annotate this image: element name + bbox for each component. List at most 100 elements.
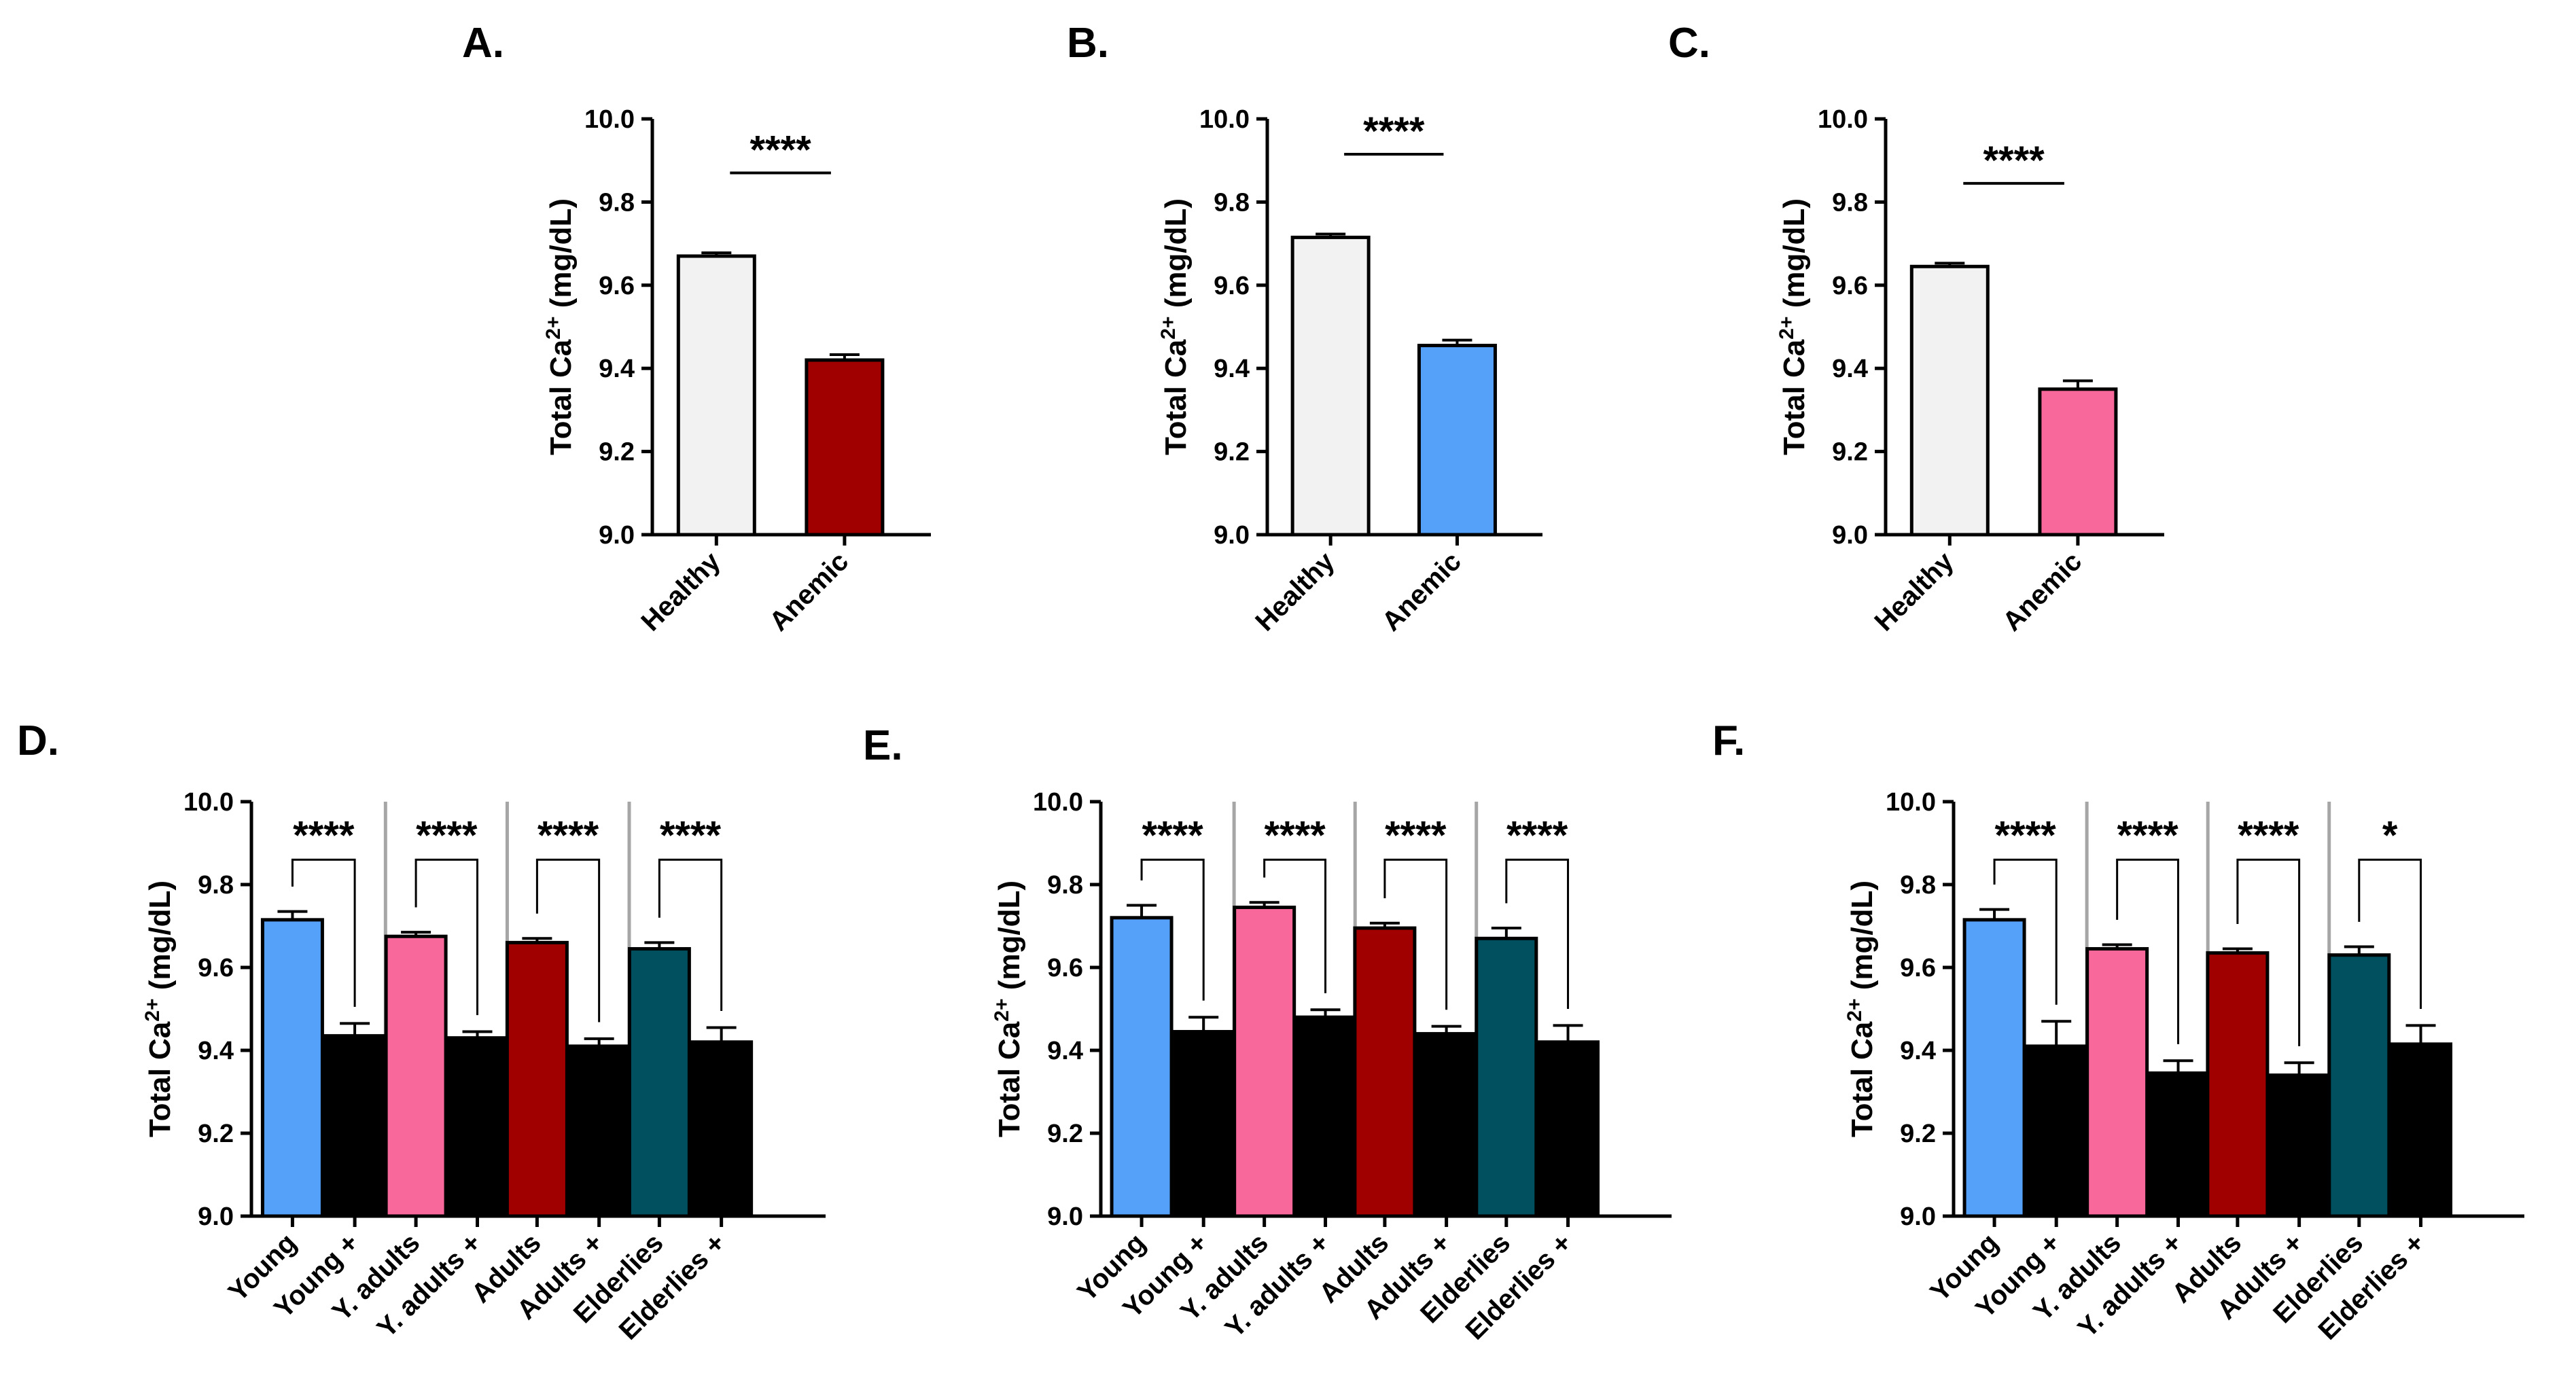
panel-letter-f: F. <box>1712 717 1746 764</box>
bar-7 <box>1536 1040 1600 1218</box>
significance-bracket <box>535 858 601 1022</box>
bar-0 <box>1962 918 2026 1218</box>
bar-0 <box>260 918 324 1218</box>
significance-bracket <box>1140 858 1205 1001</box>
y-tick-label: 9.2 <box>599 438 635 467</box>
y-tick-label: 9.8 <box>599 188 635 217</box>
significance-bracket <box>1505 858 1570 1009</box>
significance-bracket <box>1993 858 2058 1005</box>
y-tick-label: 9.6 <box>1832 272 1868 300</box>
y-tick-label: 10.0 <box>1199 105 1250 134</box>
y-tick-label: 9.8 <box>1900 871 1936 900</box>
x-tick-label: Anemic <box>764 546 854 637</box>
significance-bracket <box>658 858 723 1012</box>
bar-3 <box>446 1036 510 1218</box>
y-tick-label: 9.4 <box>1214 355 1250 383</box>
bar-5 <box>1415 1032 1479 1218</box>
significance-bracket <box>2116 858 2180 1044</box>
bar-0 <box>1909 264 1990 537</box>
significance-label: **** <box>2117 813 2178 857</box>
y-tick-label: 10.0 <box>183 788 234 817</box>
chart-panel-b: 9.0 9.2 9.4 9.6 9.8 10.0 Healthy Anemic Total Ca… <box>1157 105 1542 637</box>
significance-label: **** <box>1142 813 1203 857</box>
bar-7 <box>2389 1042 2453 1218</box>
bar-1 <box>323 1034 387 1218</box>
y-tick-label: 9.0 <box>1047 1203 1083 1231</box>
y-axis-label: Total Ca2+ (mg/dL) <box>991 880 1026 1137</box>
y-tick-label: 9.4 <box>198 1037 234 1065</box>
y-axis-label: Total Ca2+ (mg/dL) <box>1776 198 1811 455</box>
bar-5 <box>2268 1073 2331 1218</box>
y-tick-label: 9.6 <box>1047 954 1083 982</box>
bar-4 <box>2206 951 2270 1218</box>
bar-4 <box>505 940 569 1218</box>
significance-label: **** <box>416 813 478 857</box>
bar-2 <box>384 934 448 1218</box>
significance-label: **** <box>1506 813 1568 857</box>
y-tick-label: 9.0 <box>599 521 635 550</box>
y-tick-label: 9.2 <box>1214 438 1250 467</box>
y-tick-label: 9.6 <box>198 954 234 982</box>
significance-bracket <box>1383 858 1448 1010</box>
significance-label: **** <box>537 813 599 857</box>
y-axis-label: Total Ca2+ (mg/dL) <box>1157 198 1193 455</box>
significance-label: **** <box>1994 813 2056 857</box>
y-tick-label: 10.0 <box>1886 788 1936 817</box>
significance-bracket <box>1263 858 1327 993</box>
bar-6 <box>1475 936 1538 1218</box>
significance-bracket <box>414 858 479 1016</box>
significance-label: **** <box>660 813 722 857</box>
y-tick-label: 10.0 <box>584 105 635 134</box>
significance-label: **** <box>749 128 811 173</box>
x-tick-label: Healthy <box>635 546 726 637</box>
y-tick-label: 9.8 <box>1214 188 1250 217</box>
chart-panel-a: 9.0 9.2 9.4 9.6 9.8 10.0 Healthy Anemic Total Ca… <box>542 105 931 637</box>
significance-label: **** <box>1385 813 1447 857</box>
panel-letter-c: C. <box>1668 20 1710 67</box>
bar-1 <box>1417 344 1497 537</box>
bar-0 <box>676 254 756 537</box>
significance-label: **** <box>293 813 355 857</box>
panel-letter-e: E. <box>863 722 903 769</box>
x-tick-label: Anemic <box>1997 546 2087 637</box>
y-tick-label: 9.4 <box>1047 1037 1083 1065</box>
y-tick-label: 9.2 <box>1047 1120 1083 1148</box>
y-tick-label: 9.4 <box>1900 1037 1936 1065</box>
y-tick-label: 9.8 <box>1047 871 1083 900</box>
y-axis-label: Total Ca2+ (mg/dL) <box>1843 880 1879 1137</box>
significance-label: **** <box>1264 813 1326 857</box>
bar-1 <box>2038 387 2118 537</box>
bar-4 <box>1353 926 1417 1218</box>
y-tick-label: 9.4 <box>599 355 635 383</box>
y-tick-label: 9.2 <box>198 1120 234 1148</box>
y-tick-label: 9.6 <box>599 272 635 300</box>
panel-letter-d: D. <box>17 717 59 764</box>
x-tick-label: Healthy <box>1869 546 1960 637</box>
bar-1 <box>805 358 885 537</box>
y-tick-label: 9.6 <box>1900 954 1936 982</box>
y-tick-label: 9.6 <box>1214 272 1250 300</box>
bar-0 <box>1110 916 1174 1218</box>
y-tick-label: 9.0 <box>1214 521 1250 550</box>
bar-3 <box>1294 1015 1358 1218</box>
bar-7 <box>690 1040 754 1218</box>
y-tick-label: 9.0 <box>1900 1203 1936 1231</box>
significance-bracket <box>291 858 356 1007</box>
y-tick-label: 10.0 <box>1818 105 1868 134</box>
bar-1 <box>2024 1044 2088 1218</box>
bar-0 <box>1290 235 1371 537</box>
y-tick-label: 9.0 <box>198 1203 234 1231</box>
y-axis-label: Total Ca2+ (mg/dL) <box>141 880 177 1137</box>
bar-6 <box>2327 953 2391 1218</box>
bar-2 <box>1233 906 1296 1218</box>
y-tick-label: 9.8 <box>1832 188 1868 217</box>
significance-label: **** <box>1983 139 2045 183</box>
y-tick-label: 9.2 <box>1900 1120 1936 1148</box>
x-tick-label: Anemic <box>1377 546 1467 637</box>
y-tick-label: 10.0 <box>1033 788 1083 817</box>
